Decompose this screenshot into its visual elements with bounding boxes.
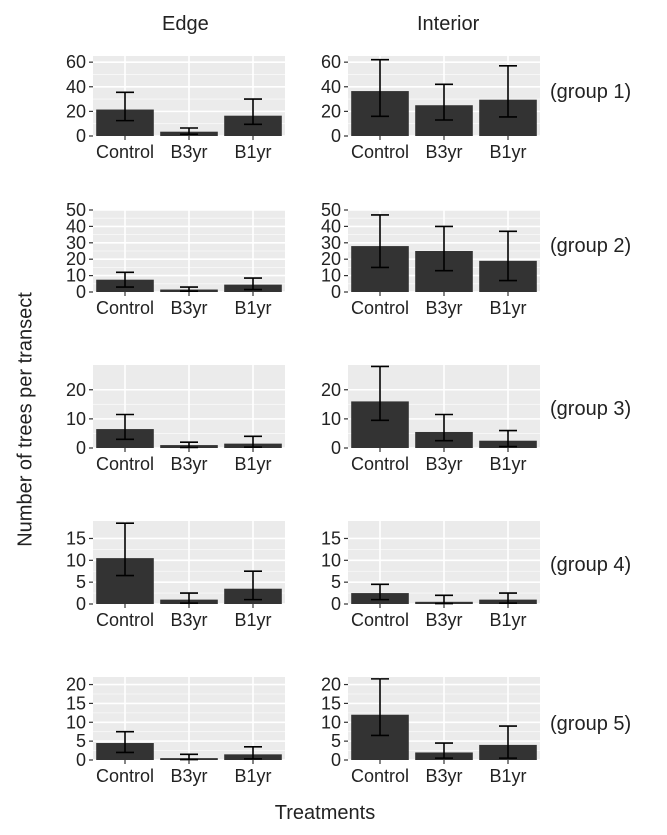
y-tick-label: 20: [66, 101, 86, 121]
x-tick-label: B3yr: [425, 142, 462, 162]
y-tick-label: 60: [66, 52, 86, 72]
x-tick-label: Control: [351, 610, 409, 630]
x-tick-label: Control: [96, 454, 154, 474]
row-label-group-5: (group 5): [550, 713, 632, 735]
y-tick-label: 50: [66, 200, 86, 220]
column-header-edge: Edge: [162, 13, 209, 35]
x-tick-label: B3yr: [170, 766, 207, 786]
y-tick-label: 0: [331, 750, 341, 770]
x-tick-label: B3yr: [170, 610, 207, 630]
y-tick-label: 0: [76, 438, 86, 458]
y-tick-label: 30: [321, 233, 341, 253]
x-tick-label: Control: [96, 142, 154, 162]
y-tick-label: 20: [321, 101, 341, 121]
y-tick-label: 30: [66, 233, 86, 253]
y-tick-label: 40: [66, 77, 86, 97]
y-tick-label: 50: [321, 200, 341, 220]
y-tick-label: 20: [321, 249, 341, 269]
x-tick-label: B1yr: [234, 298, 271, 318]
x-tick-label: B1yr: [489, 298, 526, 318]
y-tick-label: 10: [321, 550, 341, 570]
y-tick-label: 10: [321, 409, 341, 429]
y-tick-label: 20: [321, 380, 341, 400]
x-tick-label: B1yr: [489, 766, 526, 786]
x-tick-label: B3yr: [170, 142, 207, 162]
y-tick-label: 0: [331, 282, 341, 302]
y-tick-label: 5: [76, 572, 86, 592]
x-tick-label: B3yr: [425, 610, 462, 630]
y-tick-label: 15: [66, 693, 86, 713]
y-tick-label: 0: [331, 438, 341, 458]
y-tick-label: 10: [321, 266, 341, 286]
x-tick-label: B3yr: [170, 454, 207, 474]
x-tick-label: B1yr: [489, 142, 526, 162]
y-tick-label: 0: [331, 594, 341, 614]
y-tick-label: 5: [331, 572, 341, 592]
x-tick-label: Control: [96, 766, 154, 786]
column-header-interior: Interior: [417, 13, 480, 35]
x-tick-label: B1yr: [489, 610, 526, 630]
x-tick-label: Control: [351, 142, 409, 162]
y-tick-label: 10: [321, 712, 341, 732]
y-tick-label: 5: [331, 731, 341, 751]
row-label-group-2: (group 2): [550, 235, 632, 257]
x-tick-label: B1yr: [489, 454, 526, 474]
x-axis-title: Treatments: [274, 802, 376, 824]
x-tick-label: B1yr: [234, 766, 271, 786]
x-tick-label: B3yr: [425, 454, 462, 474]
y-tick-label: 40: [321, 216, 341, 236]
row-label-group-4: (group 4): [550, 554, 632, 576]
x-tick-label: B1yr: [234, 610, 271, 630]
y-tick-label: 0: [76, 126, 86, 146]
bar-b1yr: [224, 115, 282, 136]
x-tick-label: Control: [351, 766, 409, 786]
y-tick-label: 15: [66, 528, 86, 548]
row-label-group-3: (group 3): [550, 398, 632, 420]
y-tick-label: 0: [76, 282, 86, 302]
x-tick-label: B1yr: [234, 454, 271, 474]
row-label-group-1: (group 1): [550, 81, 632, 103]
y-tick-label: 20: [66, 675, 86, 695]
y-tick-label: 20: [66, 249, 86, 269]
y-tick-label: 20: [321, 675, 341, 695]
y-tick-label: 5: [76, 731, 86, 751]
x-tick-label: Control: [96, 298, 154, 318]
y-tick-label: 10: [66, 409, 86, 429]
y-tick-label: 40: [321, 77, 341, 97]
x-tick-label: B3yr: [170, 298, 207, 318]
y-tick-label: 10: [66, 550, 86, 570]
y-tick-label: 60: [321, 52, 341, 72]
y-tick-label: 0: [76, 750, 86, 770]
x-tick-label: B1yr: [234, 142, 271, 162]
y-tick-label: 10: [66, 712, 86, 732]
x-tick-label: Control: [351, 298, 409, 318]
x-tick-label: B3yr: [425, 766, 462, 786]
x-tick-label: Control: [351, 454, 409, 474]
y-tick-label: 0: [331, 126, 341, 146]
y-tick-label: 15: [321, 528, 341, 548]
y-tick-label: 20: [66, 380, 86, 400]
y-tick-label: 15: [321, 693, 341, 713]
x-tick-label: Control: [96, 610, 154, 630]
y-tick-label: 40: [66, 216, 86, 236]
x-tick-label: B3yr: [425, 298, 462, 318]
y-tick-label: 0: [76, 594, 86, 614]
y-tick-label: 10: [66, 266, 86, 286]
